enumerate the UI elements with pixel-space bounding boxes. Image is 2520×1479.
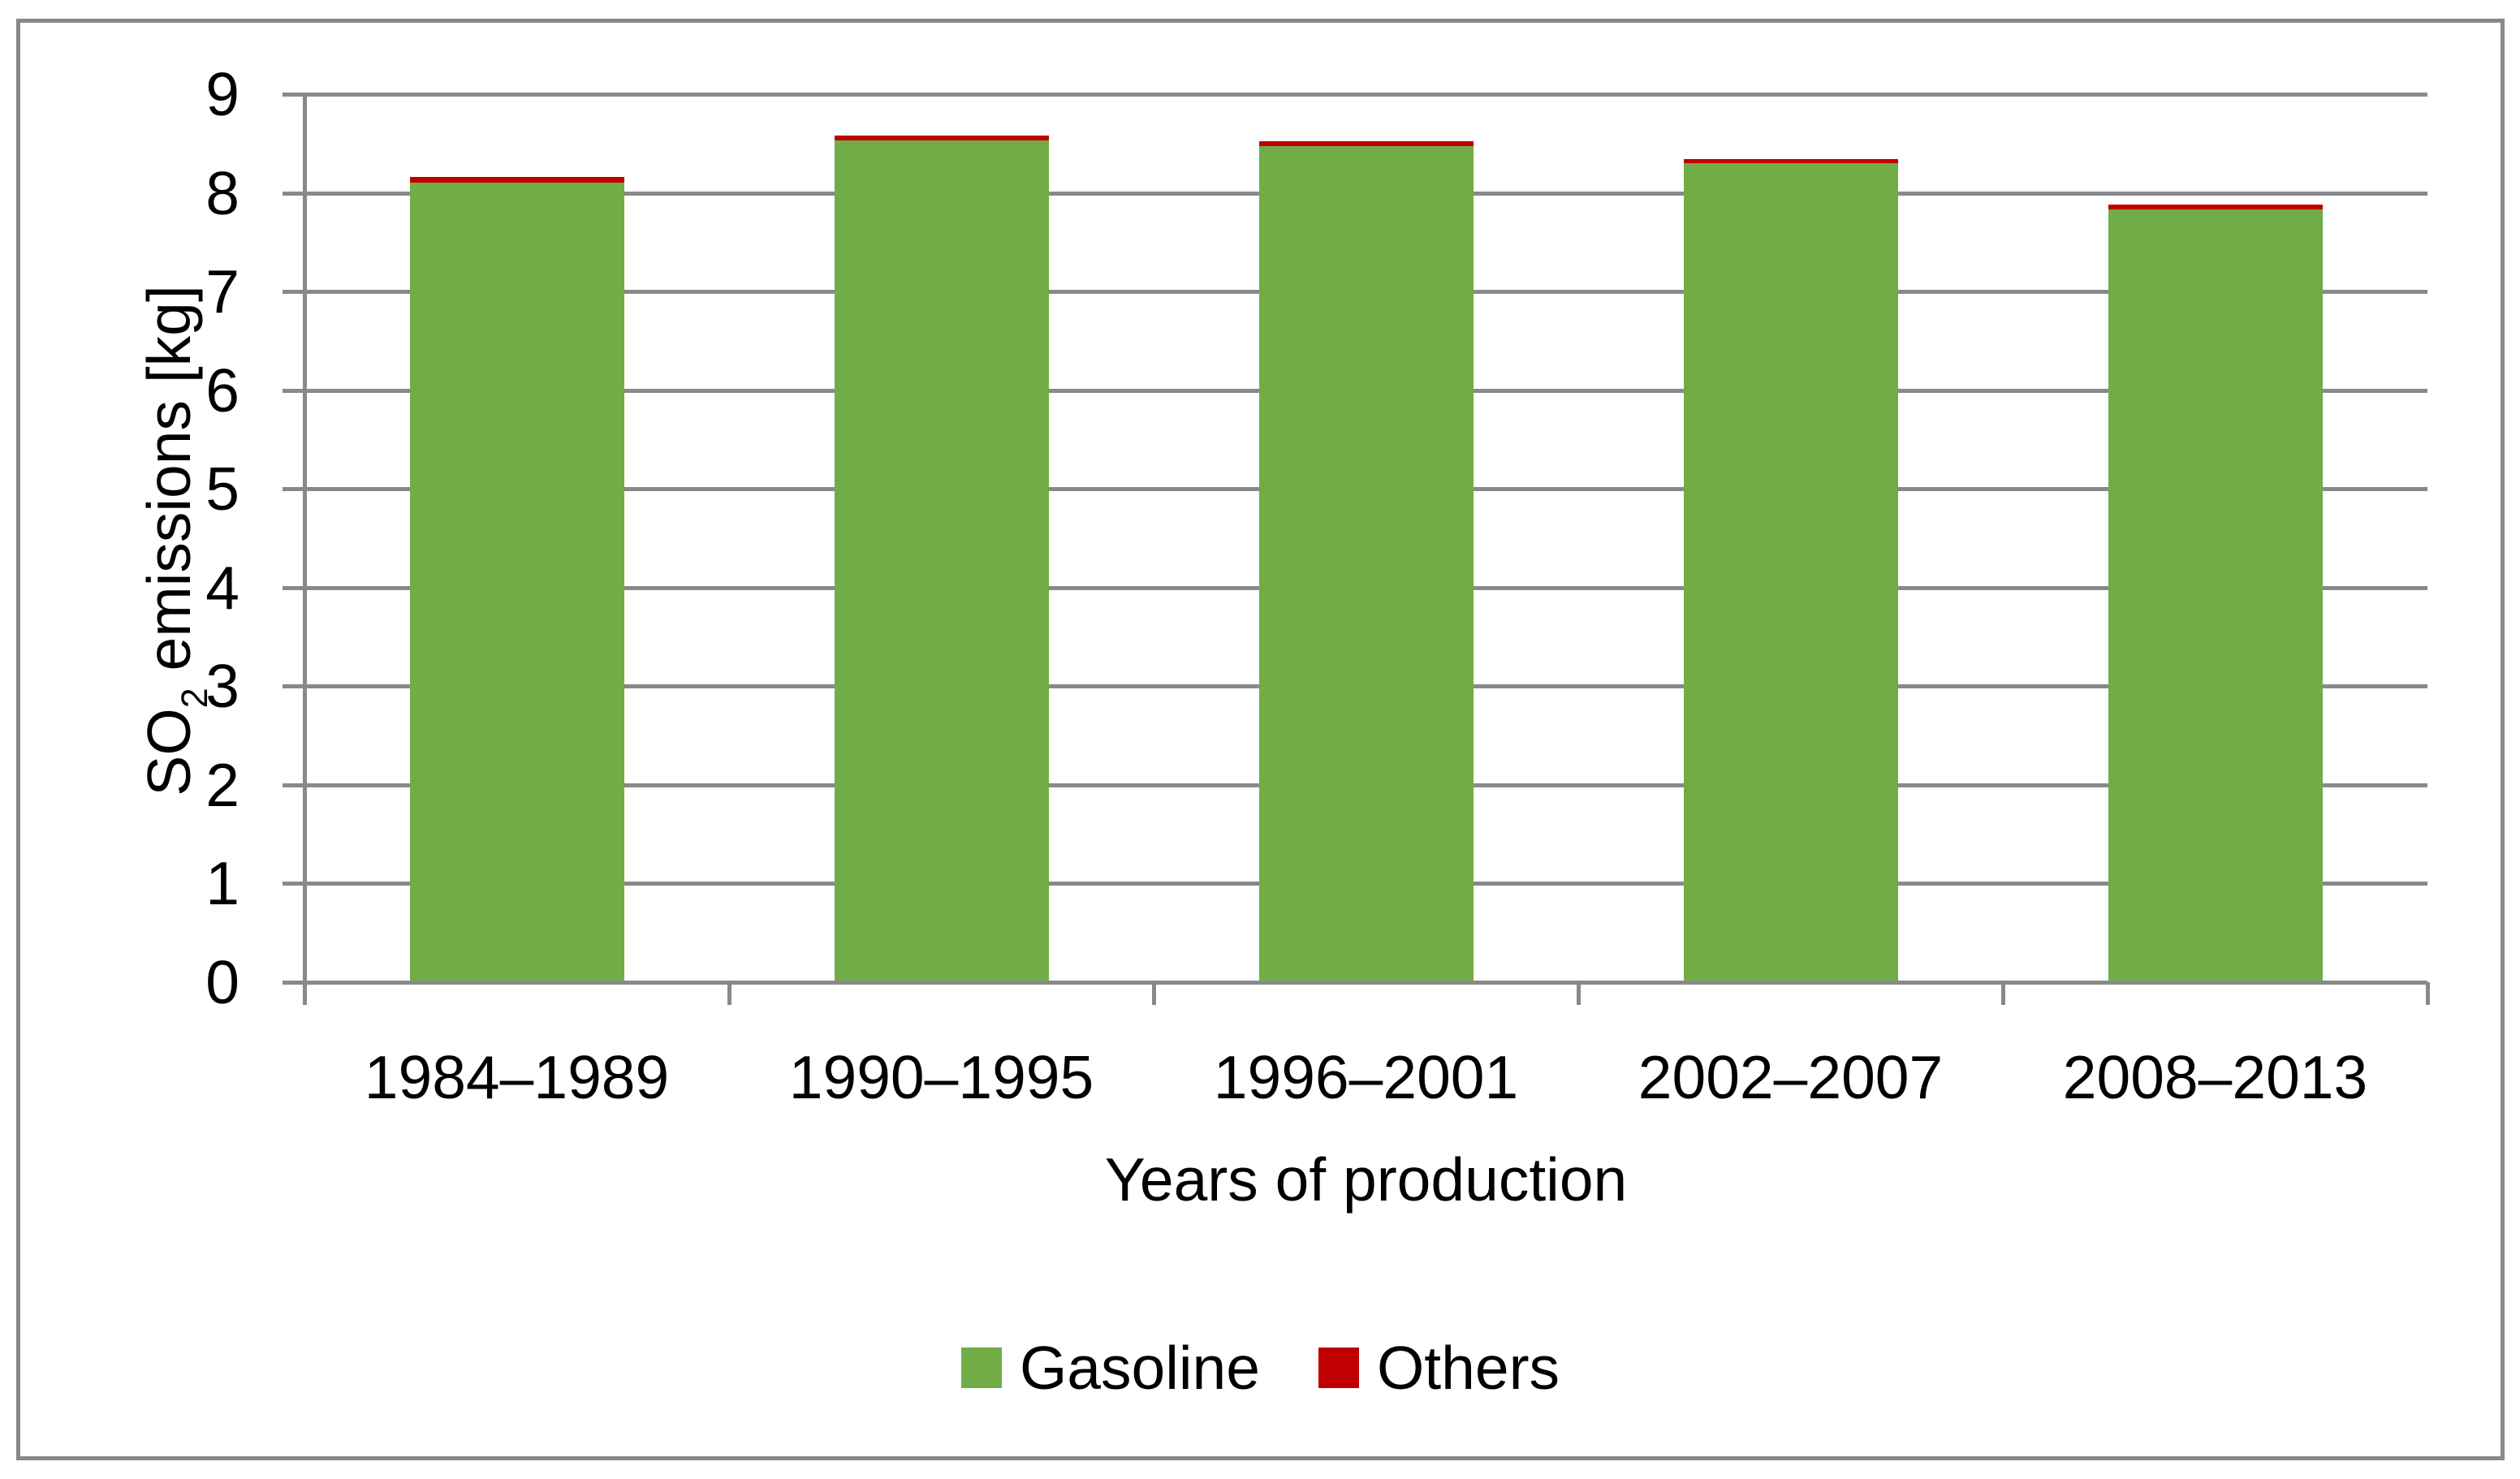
legend-label-others: Others — [1376, 1334, 1560, 1402]
y-axis-title-text: SO2 emissions [kg] — [132, 285, 215, 796]
bar-segment-others-1984–1989 — [410, 177, 624, 183]
x-axis-line — [283, 981, 2427, 985]
bar-2008–2013 — [2108, 0, 2323, 982]
x-axis-tick-4 — [2001, 982, 2005, 1005]
bar-1996–2001 — [1259, 0, 1474, 982]
x-category-label-2: 1996–2001 — [1213, 1043, 1519, 1111]
x-axis-tick-5 — [2426, 982, 2430, 1005]
legend-item-others: Others — [1318, 1335, 1560, 1400]
legend-swatch-others — [1318, 1347, 1359, 1388]
legend-swatch-gasoline — [960, 1347, 1002, 1388]
y-tick-label-1: 1 — [205, 849, 239, 917]
y-title-suffix: emissions [kg] — [135, 285, 203, 688]
bar-segment-gasoline-2002–2007 — [1684, 163, 1898, 982]
bar-segment-others-2002–2007 — [1684, 159, 1898, 164]
y-title-subscript: 2 — [174, 688, 216, 709]
bar-segment-gasoline-1996–2001 — [1259, 146, 1474, 982]
x-axis-title: Years of production — [1104, 1145, 1628, 1214]
bar-segment-gasoline-2008–2013 — [2108, 209, 2323, 982]
chart-outer-border — [16, 19, 2505, 1460]
y-tick-label-6: 6 — [205, 356, 239, 425]
x-category-label-3: 2002–2007 — [1638, 1043, 1944, 1111]
bar-1984–1989 — [410, 0, 624, 982]
bar-segment-others-1990–1995 — [835, 136, 1049, 141]
y-tick-label-7: 7 — [205, 257, 239, 326]
gridline-y9 — [283, 93, 2427, 97]
x-axis-tick-3 — [1577, 982, 1581, 1005]
y-tick-label-8: 8 — [205, 159, 239, 227]
bar-1990–1995 — [835, 0, 1049, 982]
y-axis-line — [303, 94, 307, 986]
y-tick-label-4: 4 — [205, 554, 239, 622]
bar-segment-others-1996–2001 — [1259, 141, 1474, 147]
x-category-label-4: 2008–2013 — [2062, 1043, 2368, 1111]
bar-2002–2007 — [1684, 0, 1898, 982]
y-tick-label-9: 9 — [205, 60, 239, 128]
y-tick-label-5: 5 — [205, 455, 239, 523]
x-axis-tick-0 — [303, 982, 307, 1005]
x-axis-tick-2 — [1152, 982, 1156, 1005]
bar-segment-gasoline-1990–1995 — [835, 140, 1049, 982]
x-axis-tick-1 — [727, 982, 731, 1005]
legend-item-gasoline: Gasoline — [960, 1334, 1260, 1402]
x-category-label-1: 1990–1995 — [788, 1043, 1094, 1111]
y-tick-label-0: 0 — [205, 948, 239, 1016]
y-title-prefix: SO — [135, 708, 203, 796]
y-tick-label-2: 2 — [205, 751, 239, 819]
y-tick-label-3: 3 — [205, 652, 239, 720]
x-category-label-0: 1984–1989 — [364, 1043, 670, 1111]
bar-segment-others-2008–2013 — [2108, 205, 2323, 210]
legend-label-gasoline: Gasoline — [1019, 1334, 1260, 1402]
bar-segment-gasoline-1984–1989 — [410, 183, 624, 982]
legend: Gasoline Others — [20, 1335, 2501, 1400]
